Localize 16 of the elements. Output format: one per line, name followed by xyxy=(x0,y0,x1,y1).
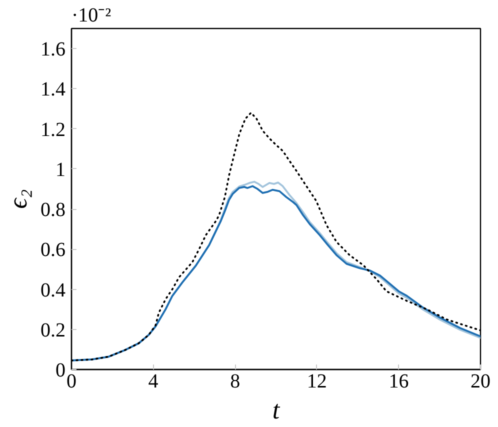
x-tick-label: 20 xyxy=(470,370,490,392)
y-tick-label: 0.8 xyxy=(40,199,66,222)
x-tick-label: 16 xyxy=(388,370,409,392)
text: ·10⁻² xyxy=(72,4,112,26)
y-tick-label: 0.2 xyxy=(40,319,66,342)
y-axis-title: ϵ₂ xyxy=(4,189,32,209)
x-tick-label: 12 xyxy=(306,370,327,392)
x-axis-title: t xyxy=(272,396,280,424)
y-tick-label: 1 xyxy=(56,158,66,181)
y-tick-label: 1.2 xyxy=(40,118,66,141)
y-tick-label: 1.6 xyxy=(40,38,66,61)
x-tick-label: 4 xyxy=(148,370,158,392)
y-tick-label: 0.6 xyxy=(40,239,66,262)
y-tick-label: 0.4 xyxy=(40,279,66,302)
x-tick-label: 8 xyxy=(230,370,240,392)
y-tick-label: 1.4 xyxy=(40,78,66,101)
